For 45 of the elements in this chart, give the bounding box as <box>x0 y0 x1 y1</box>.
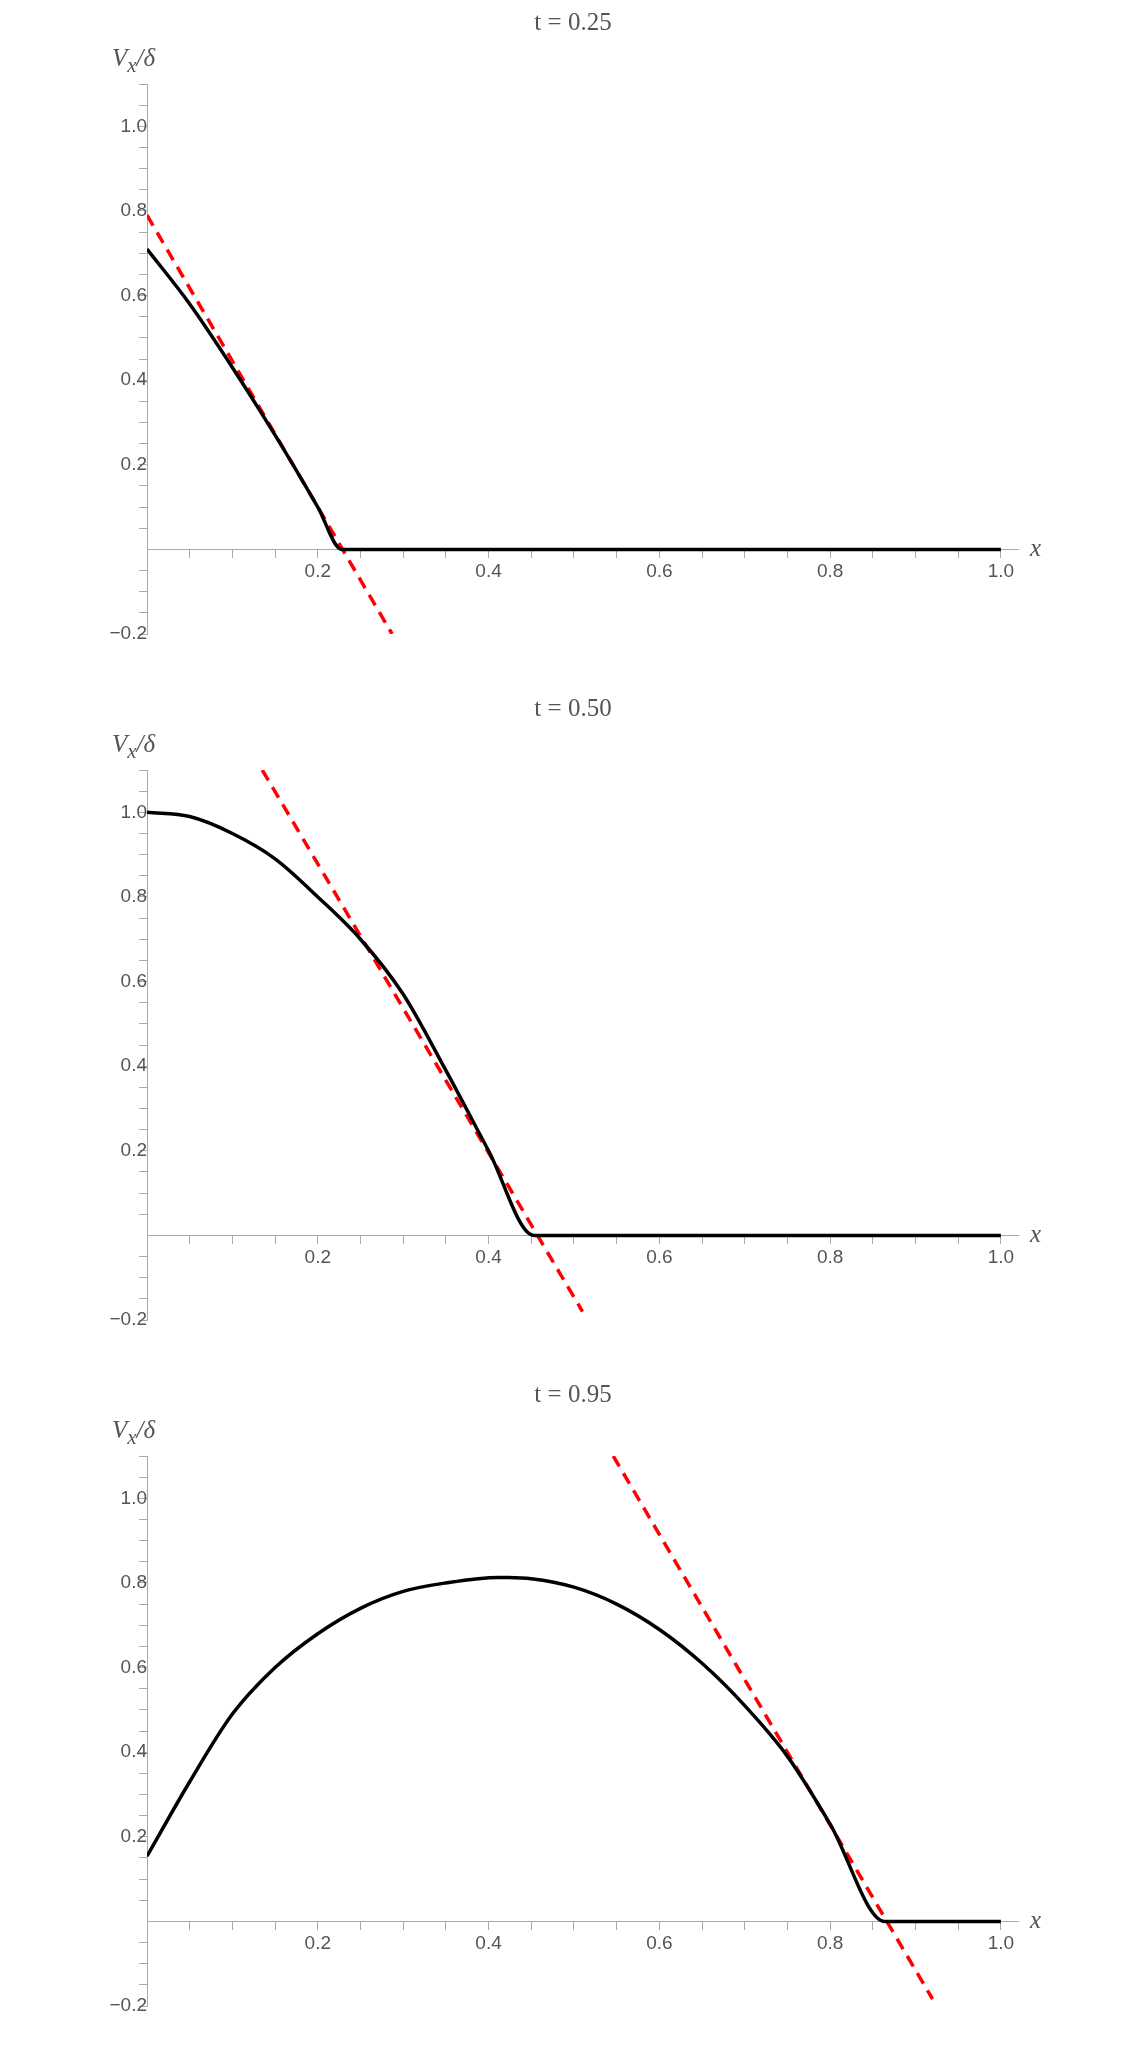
y-tick-label: 1.0 <box>120 800 147 822</box>
y-tick-label: −0.2 <box>109 1994 147 2016</box>
y-axis-title: V$_{x}$/δ <box>112 1416 156 1450</box>
y-tick-label: 0.4 <box>120 1740 148 1762</box>
x-tick-label: 0.4 <box>475 1246 503 1268</box>
x-tick-label: 0.6 <box>646 1246 673 1268</box>
y-tick-label: 0.8 <box>120 885 147 907</box>
x-tick-label: 0.8 <box>816 1246 844 1268</box>
x-axis-title: x <box>1029 1219 1042 1247</box>
y-tick-label: 0.8 <box>120 1571 147 1593</box>
y-tick-label: 0.8 <box>120 199 147 221</box>
line-series <box>147 810 1003 1238</box>
line-series <box>147 1575 1003 1924</box>
y-tick-label: 0.2 <box>120 1139 147 1160</box>
x-tick-label: 0.8 <box>816 560 844 582</box>
y-tick-label: 0.4 <box>120 1054 148 1076</box>
x-tick-label: 0.2 <box>304 560 331 582</box>
chart-title: t = 0.25 <box>533 8 613 36</box>
x-tick-label: 1.0 <box>987 560 1015 582</box>
x-tick-label: 0.2 <box>304 1932 331 1954</box>
x-tick-label: 0.4 <box>475 560 503 582</box>
x-tick-label: 1.0 <box>987 1932 1015 1954</box>
y-axis-title: V$_{x}$/δ <box>112 730 156 764</box>
y-tick-label: 0.6 <box>120 969 147 991</box>
x-tick-label: 0.4 <box>475 1932 503 1954</box>
y-tick-label: 1.0 <box>120 1486 147 1508</box>
x-tick-label: 0.6 <box>646 1932 673 1954</box>
y-axis-title: V$_{x}$/δ <box>112 44 156 78</box>
y-tick-label: 0.6 <box>120 1655 147 1677</box>
x-axis-title: x <box>1029 1905 1042 1933</box>
x-tick-label: 1.0 <box>987 1246 1015 1268</box>
line-series <box>147 247 1003 552</box>
y-tick-label: 0.2 <box>120 1825 147 1846</box>
chart-title: t = 0.95 <box>533 1380 613 1408</box>
x-tick-label: 0.6 <box>646 560 673 582</box>
x-tick-label: 0.2 <box>304 1246 331 1268</box>
y-tick-label: 0.2 <box>120 453 147 474</box>
y-tick-label: −0.2 <box>109 1308 147 1330</box>
y-tick-label: −0.2 <box>109 622 147 644</box>
x-axis-title: x <box>1029 533 1042 561</box>
chart-title: t = 0.50 <box>533 694 613 722</box>
y-tick-label: 0.4 <box>120 368 148 390</box>
x-tick-label: 0.8 <box>816 1932 844 1954</box>
y-tick-label: 1.0 <box>120 114 147 136</box>
y-tick-label: 0.6 <box>120 283 147 305</box>
